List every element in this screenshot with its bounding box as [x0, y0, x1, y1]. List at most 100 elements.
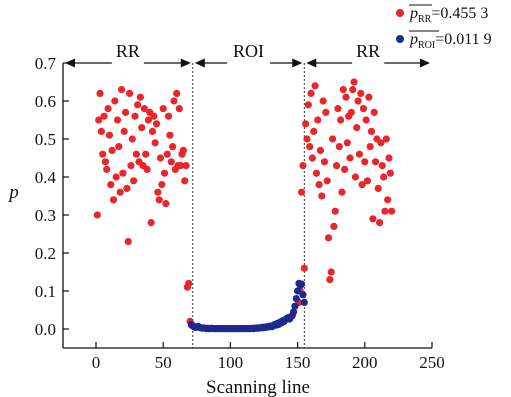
- region-label: RR: [356, 41, 380, 61]
- point-rr-124: [366, 143, 374, 151]
- point-rr-28: [131, 112, 139, 120]
- point-rr-103: [338, 188, 346, 196]
- point-rr-90: [320, 158, 329, 166]
- point-rr-92: [323, 177, 331, 185]
- plot-area: [63, 63, 432, 348]
- point-rr-89: [319, 97, 327, 105]
- x-tick-label: 250: [419, 353, 445, 372]
- point-rr-134: [380, 173, 388, 181]
- point-rr-19: [119, 169, 127, 177]
- point-rr-66: [182, 162, 190, 170]
- point-rr-23: [124, 238, 132, 246]
- point-rr-47: [156, 154, 165, 162]
- point-rr-74: [299, 162, 307, 170]
- point-rr-91: [322, 108, 330, 116]
- point-rr-40: [147, 219, 155, 227]
- point-rr-97: [330, 222, 338, 230]
- point-rr-22: [123, 184, 131, 192]
- point-rr-115: [354, 97, 362, 105]
- point-rr-119: [359, 105, 368, 113]
- point-rr-8: [104, 105, 112, 113]
- point-rr-30: [134, 101, 142, 109]
- data-points: [93, 78, 396, 333]
- point-rr-132: [377, 139, 385, 147]
- point-rr-16: [115, 143, 123, 151]
- point-rr-50: [160, 169, 169, 177]
- point-rr-114: [353, 124, 361, 132]
- point-rr-110: [347, 108, 355, 116]
- point-rr-83: [311, 82, 319, 90]
- legend-entry: pROI=0.011 9: [409, 31, 492, 51]
- point-roi-77: [291, 302, 299, 310]
- point-rr-33: [138, 124, 146, 132]
- y-axis-label: p: [7, 182, 19, 203]
- point-rr-65: [181, 177, 189, 185]
- point-rr-111: [349, 86, 357, 94]
- point-rr-43: [151, 139, 159, 147]
- arrowhead-left-1: [194, 58, 205, 68]
- point-rr-88: [318, 192, 326, 200]
- y-tick-label: 0.5: [35, 130, 56, 149]
- point-rr-78: [304, 101, 312, 109]
- point-rr-41: [148, 127, 157, 135]
- point-rr-81: [308, 154, 316, 162]
- y-tick-label: 0.0: [35, 320, 56, 339]
- point-rr-56: [169, 143, 177, 151]
- point-rr-100: [334, 105, 342, 113]
- point-rr-7: [103, 165, 111, 173]
- x-tick-label: 100: [218, 353, 244, 372]
- point-rr-35: [140, 105, 148, 113]
- point-rr-51: [162, 200, 170, 208]
- y-tick-label: 0.1: [35, 282, 56, 301]
- arrowhead-right-2: [420, 58, 430, 68]
- point-rr-14: [112, 173, 120, 181]
- y-tick-label: 0.3: [35, 206, 56, 225]
- point-rr-138: [385, 154, 393, 162]
- arrowhead-right-0: [180, 58, 191, 68]
- point-rr-105: [341, 165, 349, 173]
- point-rr-87: [316, 146, 325, 154]
- point-rr-42: [150, 112, 158, 120]
- arrowhead-left-2: [306, 58, 317, 68]
- point-roi-76: [289, 308, 298, 316]
- point-rr-25: [127, 162, 135, 170]
- point-rr-5: [100, 112, 108, 120]
- point-rr-49: [159, 105, 167, 113]
- point-rr-137: [384, 196, 392, 204]
- point-roi-79: [294, 287, 302, 295]
- point-roi-82: [298, 280, 306, 288]
- point-rr-46: [155, 196, 163, 204]
- point-rr-86: [315, 181, 323, 189]
- point-rr-24: [126, 89, 134, 97]
- plot-background: [63, 63, 432, 348]
- point-rr-109: [346, 154, 354, 162]
- point-rr-77: [303, 135, 311, 143]
- point-rr-117: [357, 89, 365, 97]
- point-rr-1: [95, 116, 103, 124]
- region-label: ROI: [233, 41, 264, 61]
- point-rr-140: [388, 207, 396, 215]
- point-rr-17: [116, 188, 124, 196]
- point-rr-48: [158, 181, 166, 189]
- point-rr-36: [142, 150, 150, 158]
- point-rr-57: [170, 97, 178, 105]
- x-tick-label: 200: [352, 353, 378, 372]
- point-rr-68: [185, 279, 193, 287]
- point-rr-82: [310, 127, 318, 135]
- point-rr-93: [324, 234, 333, 242]
- legend: pRR=0.455 3 pROI=0.011 9: [396, 4, 492, 51]
- point-rr-32: [136, 93, 144, 101]
- legend-marker-1: [396, 35, 404, 43]
- point-rr-84: [312, 169, 321, 177]
- y-tick-label: 0.7: [35, 54, 57, 73]
- point-rr-37: [143, 165, 151, 173]
- point-rr-2: [96, 89, 104, 97]
- point-rr-133: [378, 162, 386, 170]
- point-rr-85: [314, 116, 322, 124]
- point-rr-73: [298, 188, 306, 196]
- point-rr-76: [302, 120, 310, 128]
- point-rr-127: [370, 108, 378, 116]
- point-rr-18: [117, 86, 126, 94]
- point-rr-75: [300, 264, 308, 272]
